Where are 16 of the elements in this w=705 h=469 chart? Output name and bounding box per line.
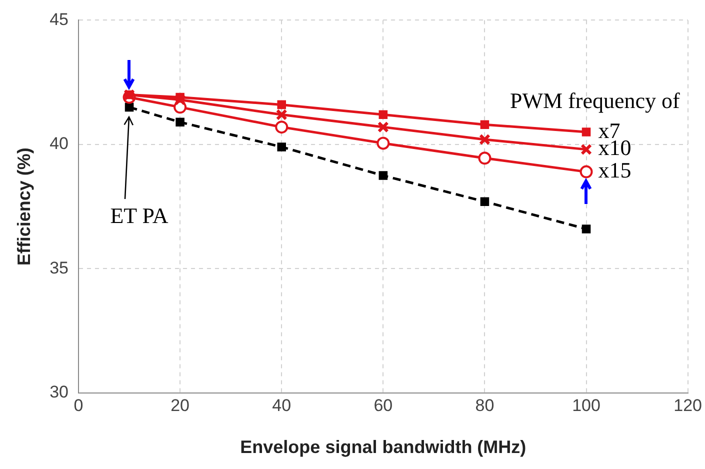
- annotation: PWM frequency of: [510, 88, 680, 113]
- x-tick-label: 20: [170, 396, 190, 415]
- x-axis-title: Envelope signal bandwidth (MHz): [240, 437, 526, 458]
- x-tick-label: 60: [374, 396, 393, 415]
- y-tick-label: 35: [50, 258, 69, 278]
- x-tick-label: 100: [572, 396, 600, 415]
- x-tick-label: 0: [74, 396, 84, 415]
- y-axis-title: Efficiency (%): [14, 148, 34, 266]
- y-tick-label: 40: [50, 134, 69, 154]
- x-tick-label: 120: [674, 396, 702, 415]
- x-tick-label: 80: [475, 396, 494, 415]
- annotation: ET PA: [110, 202, 168, 228]
- series-label: x15: [598, 158, 632, 183]
- y-tick-label: 45: [50, 10, 69, 29]
- y-tick-label: 30: [50, 382, 69, 402]
- x-tick-label: 40: [272, 396, 292, 415]
